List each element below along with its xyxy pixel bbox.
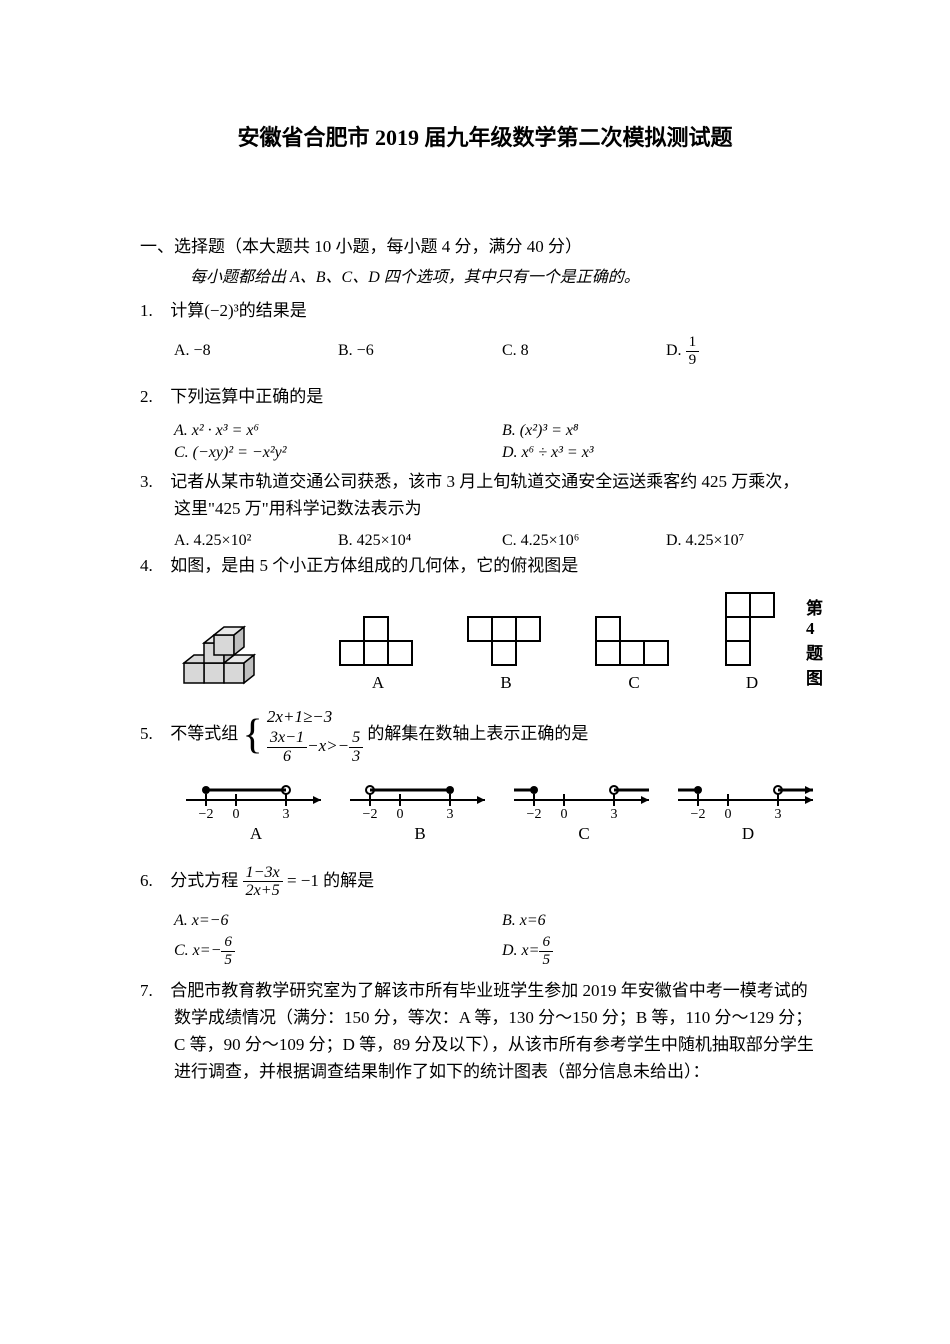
q6-prefix: 分式方程: [170, 871, 238, 890]
q4-opt-a-figure: A: [338, 613, 418, 693]
q3-number: 3.: [140, 468, 166, 495]
q2-number: 2.: [140, 383, 166, 410]
q2-opt-d: D. x⁶ ÷ x³ = x³: [502, 442, 830, 464]
q5-prefix: 不等式组: [170, 724, 238, 743]
q6-number: 6.: [140, 867, 166, 894]
q4-opt-a: A: [338, 673, 418, 693]
q4-opt-d: D: [722, 673, 782, 693]
q4-figure-label: 第 4 题图: [806, 594, 830, 689]
svg-text:−2: −2: [363, 807, 378, 820]
svg-text:0: 0: [725, 807, 732, 820]
q7-line3: C 等，90 分～109 分；D 等，89 分及以下），从该市所有参考学生中随机…: [174, 1031, 830, 1058]
svg-text:−2: −2: [527, 807, 542, 820]
q3-text-1: 记者从某市轨道交通公司获悉，该市 3 月上旬轨道交通安全运送乘客约 425 万乘…: [170, 472, 799, 491]
q5-number: 5.: [140, 720, 166, 747]
q3-opt-d: D. 4.25×10⁷: [666, 532, 830, 550]
q7-line2: 数学成绩情况（满分：150 分，等次：A 等，130 分～150 分；B 等，1…: [174, 1004, 830, 1031]
q3-opt-a: A. 4.25×10²: [174, 532, 338, 550]
q2-opt-a: A. x² · x³ = x⁶: [174, 420, 502, 442]
q4-opt-c: C: [594, 673, 674, 693]
q6-opt-c: C. x=−65: [174, 932, 502, 970]
q4-number: 4.: [140, 552, 166, 579]
q3-opt-c: C. 4.25×10⁶: [502, 532, 666, 550]
q4-opt-c-figure: C: [594, 613, 674, 693]
q1-opt-d: D. 19: [666, 334, 830, 368]
page-title: 安徽省合肥市 2019 届九年级数学第二次模拟测试题: [140, 120, 830, 152]
svg-text:3: 3: [447, 807, 454, 820]
question-2: 2. 下列运算中正确的是: [140, 383, 830, 410]
svg-text:−2: −2: [199, 807, 214, 820]
svg-text:3: 3: [775, 807, 782, 820]
svg-text:0: 0: [233, 807, 240, 820]
q5-suffix: 的解集在数轴上表示正确的是: [367, 724, 588, 743]
svg-text:0: 0: [561, 807, 568, 820]
q3-opt-b: B. 425×10⁴: [338, 532, 502, 550]
section-1-header: 一、选择题（本大题共 10 小题，每小题 4 分，满分 40 分）: [140, 232, 830, 257]
q2-options: A. x² · x³ = x⁶ B. (x²)³ = x⁸ C. (−xy)² …: [174, 420, 830, 464]
q2-opt-c: C. (−xy)² = −x²y²: [174, 442, 502, 464]
q7-line4: 进行调查，并根据调查结果制作了如下的统计图表（部分信息未给出）：: [174, 1058, 830, 1085]
q4-text: 如图，是由 5 个小正方体组成的几何体，它的俯视图是: [170, 556, 578, 575]
q6-opt-d: D. x=65: [502, 932, 830, 970]
q7-line1: 合肥市教育教学研究室为了解该市所有毕业班学生参加 2019 年安徽省中考一模考试…: [170, 981, 808, 1000]
q4-isometric: [174, 608, 284, 693]
q5-opt-a-figure: −2 0 3 A: [174, 780, 338, 844]
q5-options: −2 0 3 A −2 0 3 B: [174, 780, 830, 844]
question-5: 5. 不等式组 { 2x+1≥−3 3x−16−x>−53 的解集在数轴上表示正…: [140, 705, 830, 765]
q6-options: A. x=−6 B. x=6 C. x=−65 D. x=65: [174, 910, 830, 970]
question-1: 1. 计算(−2)³的结果是: [140, 297, 830, 324]
q5-opt-d-figure: −2 0 3 D: [666, 780, 830, 844]
q4-figures: A B C D 第 4 题图: [174, 589, 830, 693]
q6-opt-a: A. x=−6: [174, 910, 502, 932]
q5-opt-c: C: [502, 824, 666, 844]
q6-opt-b: B. x=6: [502, 910, 830, 932]
q3-text-2: 这里"425 万"用科学记数法表示为: [174, 495, 830, 522]
section-1-note: 每小题都给出 A、B、C、D 四个选项，其中只有一个是正确的。: [190, 263, 830, 287]
question-6: 6. 分式方程 1−3x2x+5 = −1 的解是: [140, 864, 830, 901]
q1-opt-c: C. 8: [502, 342, 666, 360]
q4-opt-d-figure: D: [722, 589, 782, 693]
brace-icon: {: [243, 717, 263, 755]
q1-opt-b: B. −6: [338, 342, 502, 360]
svg-text:3: 3: [283, 807, 290, 820]
q1-options: A. −8 B. −6 C. 8 D. 19: [174, 334, 830, 368]
q5-system: 2x+1≥−3 3x−16−x>−53: [267, 705, 363, 765]
q4-opt-b-figure: B: [466, 613, 546, 693]
q1-number: 1.: [140, 297, 166, 324]
q2-text: 下列运算中正确的是: [170, 387, 323, 406]
question-4: 4. 如图，是由 5 个小正方体组成的几何体，它的俯视图是: [140, 552, 830, 579]
svg-text:−2: −2: [691, 807, 706, 820]
svg-text:3: 3: [611, 807, 618, 820]
q5-opt-c-figure: −2 0 3 C: [502, 780, 666, 844]
q6-rhs: = −1 的解是: [287, 871, 374, 890]
q5-opt-d: D: [666, 824, 830, 844]
svg-text:0: 0: [397, 807, 404, 820]
q3-options: A. 4.25×10² B. 425×10⁴ C. 4.25×10⁶ D. 4.…: [174, 532, 830, 550]
q5-opt-b-figure: −2 0 3 B: [338, 780, 502, 844]
q7-number: 7.: [140, 977, 166, 1004]
q4-opt-b: B: [466, 673, 546, 693]
q1-text: 计算(−2)³的结果是: [170, 301, 307, 320]
question-3: 3. 记者从某市轨道交通公司获悉，该市 3 月上旬轨道交通安全运送乘客约 425…: [140, 468, 830, 522]
q1-opt-a: A. −8: [174, 342, 338, 360]
q5-opt-a: A: [174, 824, 338, 844]
q5-opt-b: B: [338, 824, 502, 844]
question-7: 7. 合肥市教育教学研究室为了解该市所有毕业班学生参加 2019 年安徽省中考一…: [140, 977, 830, 1086]
q2-opt-b: B. (x²)³ = x⁸: [502, 420, 830, 442]
